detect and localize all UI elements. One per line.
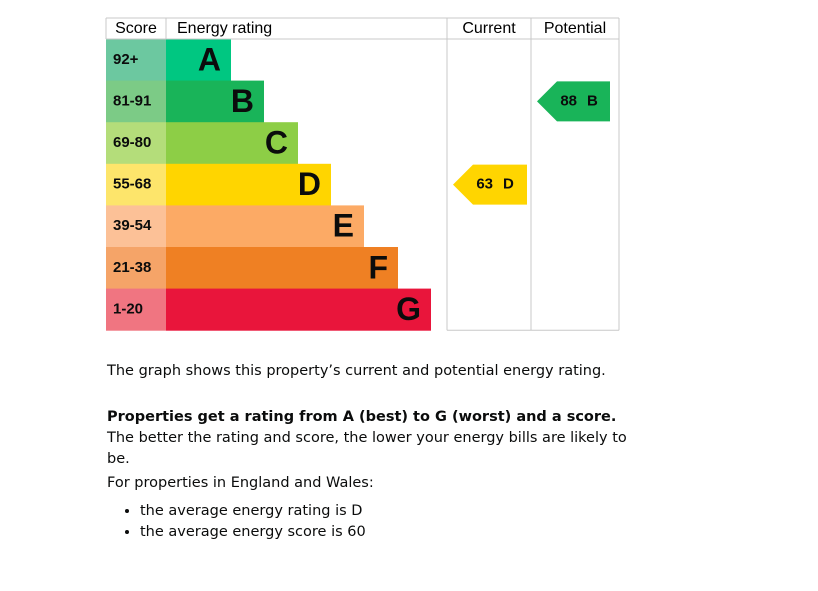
potential-score: 88 [560,92,577,109]
header-rating: Energy rating [177,20,272,37]
header-potential: Potential [544,20,606,37]
rating-info: Properties get a rating from A (best) to… [107,407,627,470]
score-range: 81-91 [113,92,151,109]
rating-bar [166,163,331,206]
band-letter: E [333,208,354,244]
rating-bar [166,247,398,290]
band-letter: B [231,83,254,119]
current-letter: D [503,176,514,193]
rating-bold: Properties get a rating from A (best) to… [107,409,617,425]
score-cell [106,163,166,206]
score-cell [106,80,166,123]
potential-letter: B [587,92,598,109]
rating-bar [166,288,431,331]
header-current: Current [462,20,516,37]
score-cell [106,39,166,82]
epc-graph: Score Energy rating Current Potential 92+ A 81… [105,17,620,331]
score-cell [106,288,166,331]
score-cell [106,205,166,248]
bullet: the average energy score is 60 [140,522,630,543]
score-range: 21-38 [113,259,151,276]
band-letter: D [298,166,321,202]
epc-table: Score Energy rating Current Potential 92+ A 81… [105,17,620,331]
band-letter: F [368,249,388,285]
header-score: Score [115,20,157,37]
score-range: 92+ [113,51,139,68]
band-letter: C [265,124,288,160]
band-letter: G [396,291,421,327]
rating-bar [166,205,364,248]
current-score: 63 [476,176,493,193]
potential-arrow [537,81,610,122]
intro: The graph shows this property’s current … [107,363,606,379]
score-range: 69-80 [113,134,151,151]
score-range: 55-68 [113,176,151,193]
score-range: 39-54 [113,217,152,234]
bullet: the average energy rating is D [140,501,630,522]
region: For properties in England and Wales: [107,475,374,491]
band-letter: A [198,41,221,77]
rating-bar [166,122,298,165]
score-cell [106,247,166,290]
bullet-list: the average energy rating is D the avera… [107,501,630,543]
rating-bar [166,39,231,82]
score-cell [106,122,166,165]
rating-rest: The better the rating and score, the low… [107,430,627,467]
score-range: 1-20 [113,300,143,317]
current-arrow [453,164,527,205]
rating-bar [166,80,264,123]
